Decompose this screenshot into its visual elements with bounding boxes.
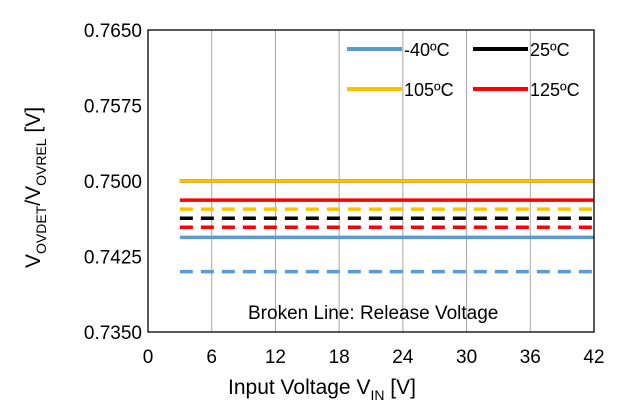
x-axis-title-sub: IN — [370, 387, 384, 403]
x-axis-title-main: Input Voltage V — [228, 376, 370, 399]
y-tick-labels: 0.7350 0.7425 0.7500 0.7575 0.7650 — [84, 21, 142, 344]
series-lines — [179, 179, 594, 274]
x-tick-label: 36 — [520, 347, 541, 368]
y-axis-title-v1: V — [22, 254, 45, 268]
plot-frame — [147, 29, 595, 333]
x-axis-title: Input Voltage VIN [V] — [228, 376, 416, 403]
x-tick-label: 0 — [143, 347, 154, 368]
x-tick-label: 42 — [583, 347, 604, 368]
y-axis-title: VOVDET/VOVREL [V] — [22, 107, 49, 268]
legend-label-25: 25ºC — [530, 40, 570, 60]
x-tick-label: 18 — [329, 347, 350, 368]
y-tick-label: 0.7350 — [84, 323, 142, 344]
legend: -40ºC 25ºC 105ºC 125ºC — [347, 40, 580, 100]
y-axis-title-slash: /V — [22, 186, 45, 206]
y-axis-title-sub1: OVDET — [33, 205, 49, 254]
y-axis-title-unit: [V] — [22, 107, 45, 139]
x-tick-label: 30 — [456, 347, 477, 368]
x-tick-label: 6 — [206, 347, 217, 368]
legend-label-105: 105ºC — [404, 80, 454, 100]
legend-label-125: 125ºC — [530, 80, 580, 100]
x-tick-label: 12 — [265, 347, 286, 368]
y-tick-label: 0.7575 — [84, 97, 142, 118]
y-tick-label: 0.7425 — [84, 248, 142, 269]
x-tick-label: 24 — [392, 347, 414, 368]
y-axis-title-sub2: OVREL — [33, 138, 49, 186]
legend-label-m40: -40ºC — [404, 40, 450, 60]
y-tick-label: 0.7650 — [84, 21, 142, 42]
broken-line-annotation: Broken Line: Release Voltage — [248, 303, 498, 324]
x-axis-title-unit: [V] — [384, 376, 416, 399]
y-tick-label: 0.7500 — [84, 172, 142, 193]
x-tick-labels: 0 6 12 18 24 30 36 42 — [143, 347, 605, 368]
